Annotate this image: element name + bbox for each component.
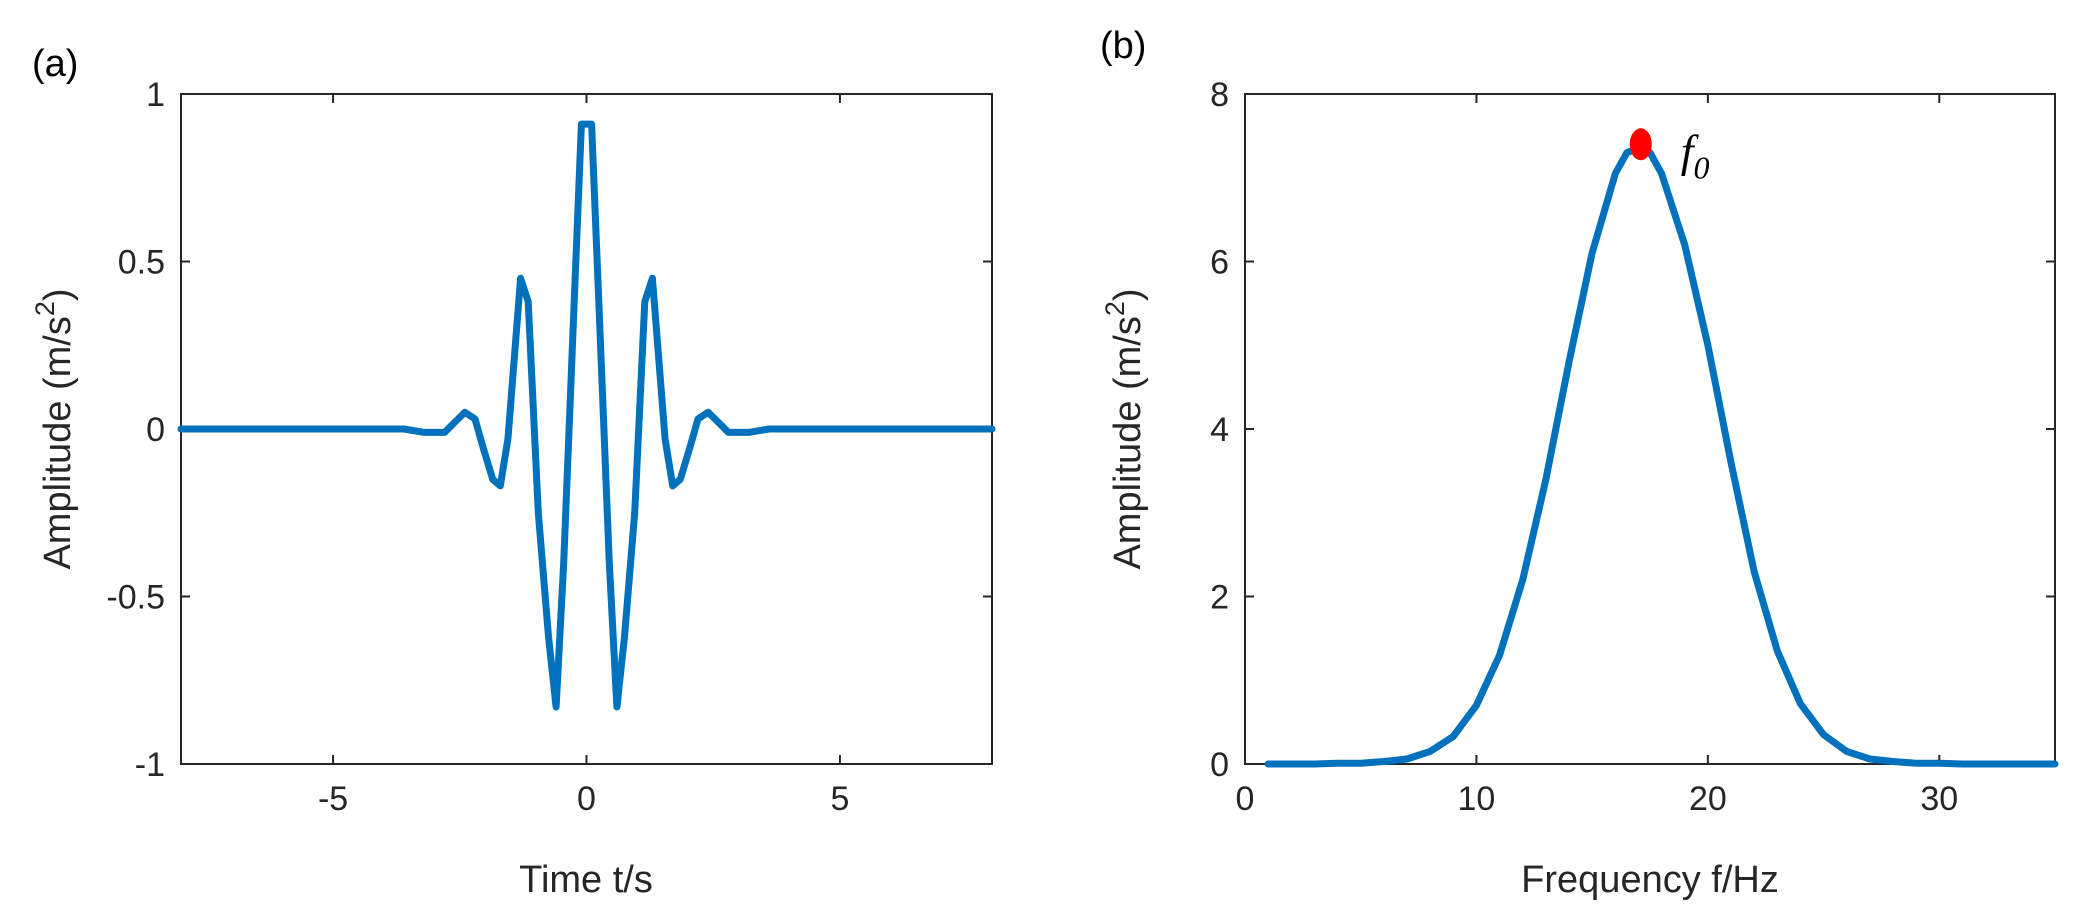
panel-a-x-axis-title: Time t/s [519, 859, 653, 901]
y-tick-label: 8 [1210, 76, 1229, 114]
x-tick-label: -5 [318, 780, 348, 818]
panel-a-ticks [181, 93, 992, 765]
y-tick-label: 1 [146, 76, 165, 114]
x-tick-label: 0 [1236, 780, 1255, 818]
y-tick-label: 2 [1210, 579, 1229, 617]
x-tick-label: 0 [577, 780, 596, 818]
panel-a-series [177, 120, 996, 711]
x-tick-label: 10 [1458, 780, 1496, 818]
peak-frequency-marker [1629, 128, 1652, 161]
panel-a-tick-labels: -5 0 5 -1 -0.5 0 0.5 1 [106, 76, 849, 818]
y-tick-label: 6 [1210, 244, 1229, 282]
x-tick-label: 20 [1689, 780, 1727, 818]
panel-a-label: (a) [32, 43, 78, 85]
panel-a-y-axis-title: Amplitude (m/s2) [30, 288, 79, 569]
y-tick-label: 0 [146, 411, 165, 449]
x-tick-label: 5 [830, 780, 849, 818]
panel-b-y-axis-title: Amplitude (m/s2) [1100, 288, 1149, 569]
y-tick-label: -1 [135, 746, 165, 784]
panel-b-tick-labels: 0 10 20 30 0 2 4 6 8 [1210, 76, 1958, 818]
panel-b-x-axis-title: Frequency f/Hz [1521, 859, 1779, 901]
y-tick-label: 0 [1210, 746, 1229, 784]
y-tick-label: 4 [1210, 411, 1229, 449]
y-tick-label: 0.5 [118, 244, 165, 282]
series-line-waveform [177, 120, 996, 711]
y-tick-label: -0.5 [106, 579, 165, 617]
panel-a-chart: (a) -5 0 5 -1 -0.5 0 0.5 1 Time t/s Amplitude (… [30, 43, 996, 901]
x-tick-label: 30 [1920, 780, 1958, 818]
panel-b-label: (b) [1100, 25, 1146, 67]
